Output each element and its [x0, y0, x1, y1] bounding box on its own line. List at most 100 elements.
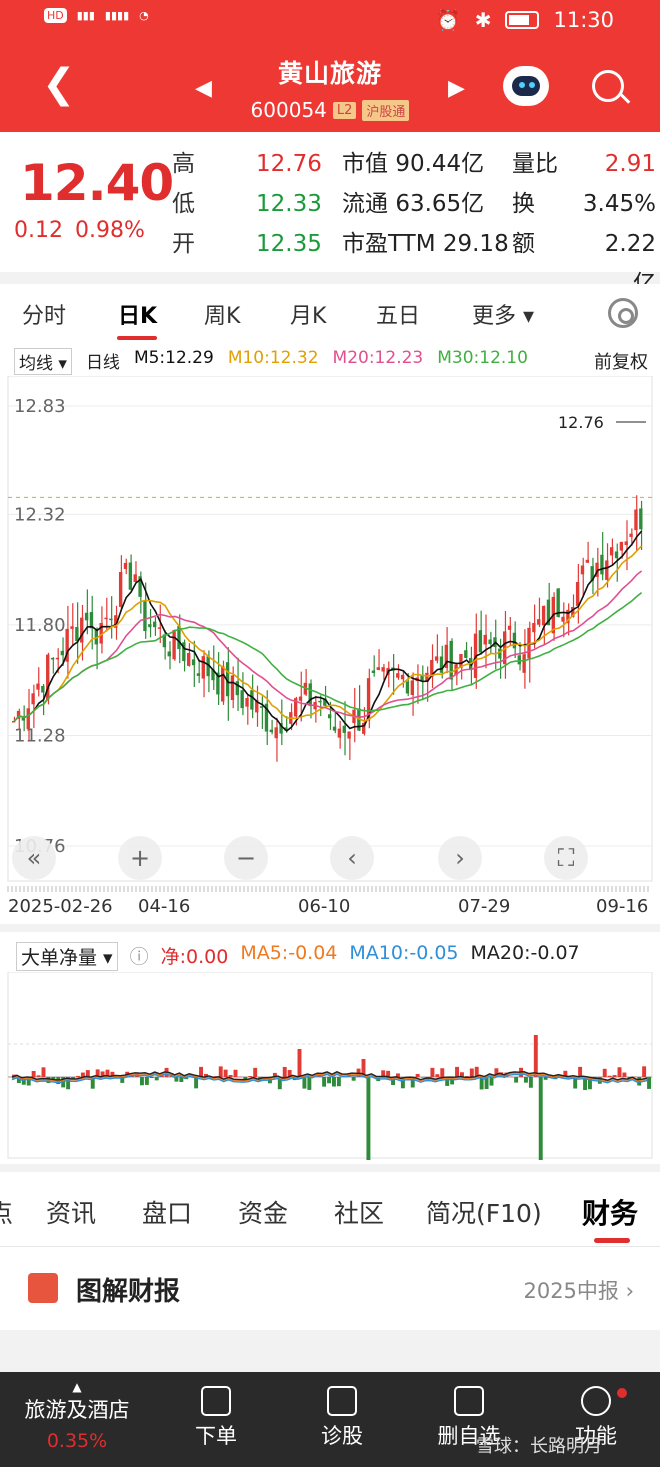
- tab-intraday[interactable]: 分时: [22, 304, 67, 329]
- tab-more[interactable]: 更多 ▾: [472, 304, 535, 329]
- y-tick-label: 11.28: [14, 725, 66, 746]
- fullscreen-icon[interactable]: ⛶: [544, 836, 588, 880]
- candle-body: [522, 654, 526, 673]
- sector-button[interactable]: ▲ 旅游及酒店 0.35%: [18, 1380, 136, 1452]
- flow-bar: [76, 1075, 80, 1077]
- tab-daily-k[interactable]: 日K: [118, 304, 158, 329]
- flow-bar: [80, 1072, 85, 1077]
- tab-five-day[interactable]: 五日: [376, 304, 421, 329]
- candle-body: [264, 703, 269, 732]
- status-time: 11:30: [553, 8, 614, 32]
- flow-bar: [400, 1077, 405, 1089]
- diagnose-button[interactable]: 诊股: [314, 1386, 370, 1450]
- help-icon[interactable]: ⓘ: [129, 946, 149, 968]
- tab-funds[interactable]: 资金: [238, 1199, 289, 1228]
- next-stock-icon[interactable]: ▶: [448, 76, 465, 101]
- financial-report-row[interactable]: 图解财报 2025中报 ›: [0, 1246, 660, 1330]
- tab-f10[interactable]: 简况(F10): [426, 1199, 542, 1228]
- tab-more-label: 更多: [472, 304, 517, 329]
- stock-title-block: 黄山旅游 600054 L2 沪股通: [190, 54, 470, 122]
- tab-community[interactable]: 社区: [334, 1199, 385, 1228]
- ma-dropdown[interactable]: 均线 ▾: [14, 348, 72, 375]
- flow-dropdown[interactable]: 大单净量 ▾: [16, 942, 118, 971]
- candle-body: [595, 562, 599, 577]
- signal-icon: ▮▮▮: [76, 9, 95, 22]
- tab-finance[interactable]: 财务: [582, 1197, 639, 1230]
- flow-bar: [223, 1069, 228, 1077]
- ma20-value: M20:12.23: [332, 348, 424, 368]
- flow-bar: [410, 1077, 415, 1088]
- order-icon: [201, 1386, 231, 1416]
- flow-bar: [31, 1070, 36, 1077]
- search-icon[interactable]: [592, 70, 624, 102]
- status-bar: HD ▮▮▮ ▮▮▮▮ ◔ ⏰ ✱ 11:30: [0, 0, 660, 44]
- high-label: 高: [172, 151, 195, 177]
- volratio-value: 2.91: [604, 151, 656, 177]
- flow-bar: [578, 1066, 583, 1077]
- candle-body: [332, 726, 337, 731]
- flow-bar: [430, 1067, 435, 1077]
- report-period[interactable]: 2025中报 ›: [523, 1279, 634, 1303]
- flow-bar: [464, 1076, 469, 1077]
- candle-body: [21, 717, 26, 721]
- tab-orderbook[interactable]: 盘口: [142, 1199, 193, 1228]
- candle-body: [46, 654, 50, 700]
- candle-body: [624, 541, 628, 545]
- flow-bar: [26, 1077, 31, 1086]
- back-icon[interactable]: ❮: [42, 61, 76, 107]
- tab-monthly-k[interactable]: 月K: [290, 304, 327, 329]
- remove-icon: [454, 1386, 484, 1416]
- plot-frame: [7, 376, 653, 882]
- ma10-line: [13, 545, 643, 723]
- zoom-in-icon[interactable]: +: [118, 836, 162, 880]
- tab-partial[interactable]: 点: [0, 1199, 14, 1228]
- remove-watchlist-button[interactable]: 删自选: [434, 1386, 504, 1450]
- scroll-left-icon[interactable]: ‹: [330, 836, 374, 880]
- candle-body: [31, 693, 35, 705]
- zoom-out-icon[interactable]: −: [224, 836, 268, 880]
- candle-body: [94, 629, 99, 645]
- scroll-right-icon[interactable]: ›: [438, 836, 482, 880]
- flow-bar: [307, 1077, 312, 1090]
- date-tick: 04-16: [138, 896, 191, 917]
- tab-news[interactable]: 资讯: [46, 1199, 97, 1228]
- candle-body: [235, 681, 239, 696]
- low-label: 低: [172, 191, 195, 217]
- candle-body: [138, 576, 142, 597]
- candle-body: [449, 640, 453, 680]
- order-button[interactable]: 下单: [188, 1386, 244, 1450]
- ma10-value: M10:12.32: [227, 348, 319, 368]
- candle-body: [600, 554, 604, 575]
- flow-bar: [282, 1066, 287, 1077]
- tab-weekly-k[interactable]: 周K: [204, 304, 241, 329]
- flow-bar: [120, 1077, 125, 1083]
- candle-body: [279, 723, 283, 734]
- settings-icon[interactable]: [608, 298, 638, 328]
- y-tick-label: 12.32: [14, 504, 66, 525]
- flow-bar: [332, 1077, 336, 1087]
- candle-body: [148, 624, 152, 628]
- flow-bar: [85, 1070, 90, 1077]
- candle-body: [255, 699, 259, 713]
- flow-chart[interactable]: [0, 972, 660, 1160]
- candle-body: [323, 698, 327, 706]
- candle-body: [478, 630, 483, 653]
- function-button[interactable]: 功能: [568, 1386, 624, 1450]
- flow-bar: [174, 1077, 179, 1082]
- candle-body: [420, 674, 424, 682]
- flow-ma10: MA10:-0.05: [349, 942, 459, 964]
- flow-bar: [435, 1074, 440, 1077]
- candle-body: [16, 710, 21, 719]
- adjust-mode[interactable]: 前复权: [594, 352, 648, 373]
- robot-assistant-icon[interactable]: [503, 66, 549, 106]
- date-tick: 07-29: [458, 896, 511, 917]
- sector-pct: 0.35%: [46, 1430, 108, 1452]
- flow-bar: [21, 1077, 26, 1085]
- flow-bar: [647, 1077, 651, 1089]
- candle-body: [366, 678, 371, 721]
- flow-bar: [105, 1069, 110, 1077]
- prev-stock-icon[interactable]: ◀: [195, 76, 212, 101]
- flow-bar: [524, 1077, 528, 1083]
- rewind-icon[interactable]: «: [12, 836, 56, 880]
